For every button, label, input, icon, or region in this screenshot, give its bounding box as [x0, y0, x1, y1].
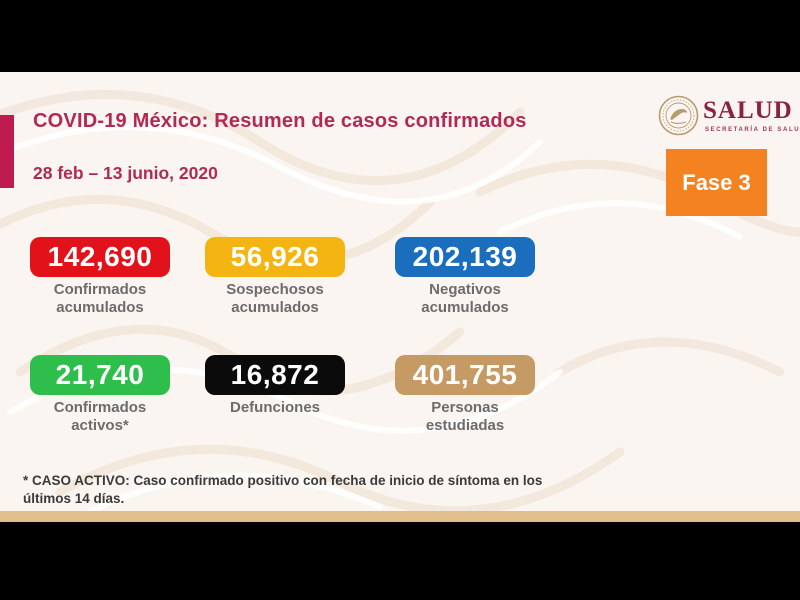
salud-wordmark: SALUD	[703, 97, 793, 124]
stat-value-personas-estudiadas: 401,755	[395, 355, 535, 395]
stat-value-defunciones: 16,872	[205, 355, 345, 395]
stat-label-confirmados-activos: Confirmados activos*	[53, 399, 147, 435]
bottom-divider-bar	[0, 511, 800, 522]
footnote: * CASO ACTIVO: Caso confirmado positivo …	[23, 473, 543, 506]
stat-value-sospechosos-acumulados: 56,926	[205, 237, 345, 277]
stat-label-sospechosos-acumulados: Sospechosos acumulados	[226, 281, 324, 317]
stat-label-personas-estudiadas: Personas estudiadas	[425, 399, 505, 435]
stat-value-confirmados-activos: 21,740	[30, 355, 170, 395]
stat-label-defunciones: Defunciones	[229, 399, 320, 416]
slide-content-area: COVID-19 México: Resumen de casos confir…	[0, 72, 800, 511]
salud-subtitle: SECRETARÍA DE SALUD	[705, 127, 800, 133]
government-seal-icon	[658, 95, 699, 136]
salud-logo: SALUD SECRETARÍA DE SALUD	[658, 95, 800, 140]
phase-badge: Fase 3	[666, 149, 767, 216]
stat-value-confirmados-acumulados: 142,690	[30, 237, 170, 277]
stat-value-negativos-acumulados: 202,139	[395, 237, 535, 277]
page-title: COVID-19 México: Resumen de casos confir…	[33, 110, 527, 132]
stat-label-negativos-acumulados: Negativos acumulados	[421, 281, 509, 317]
accent-stripe	[0, 115, 14, 188]
stat-label-confirmados-acumulados: Confirmados acumulados	[53, 281, 147, 317]
date-range: 28 feb – 13 junio, 2020	[33, 163, 218, 183]
